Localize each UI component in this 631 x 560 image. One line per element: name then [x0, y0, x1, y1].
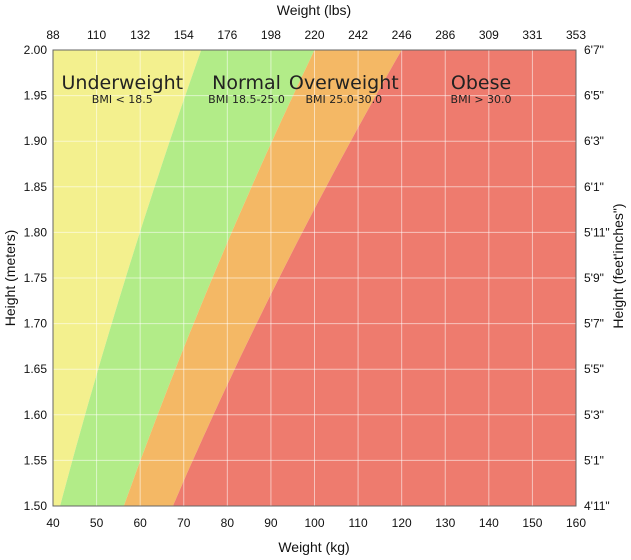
y-tick-label: 1.60 [24, 408, 48, 422]
x-tick-label: 150 [522, 516, 542, 530]
tick-labels: 40 50 60 70 80 90 100 110 120 130 140 150 160 88 110 13… [24, 28, 610, 530]
top-tick-label: 286 [435, 28, 455, 42]
x-tick-label: 70 [177, 516, 191, 530]
zone-range-overweight: BMI 25.0-30.0 [305, 93, 382, 106]
top-tick-label: 246 [392, 28, 412, 42]
zone-range-obese: BMI > 30.0 [451, 93, 512, 106]
y-tick-label: 1.80 [24, 225, 48, 239]
y-tick-label: 2.00 [24, 43, 48, 57]
x-tick-label: 50 [90, 516, 104, 530]
y-tick-label: 1.50 [24, 499, 48, 513]
zone-label-underweight: Underweight [62, 72, 184, 94]
right-tick-label: 6'1" [584, 180, 604, 194]
right-tick-label: 5'11" [584, 225, 610, 239]
x-tick-label: 160 [566, 516, 586, 530]
left-axis-title: Height (meters) [2, 230, 18, 326]
top-tick-label: 331 [522, 28, 542, 42]
right-axis-title: Height (feet'inches") [610, 203, 626, 328]
top-tick-label: 220 [304, 28, 324, 42]
zone-underweight [53, 50, 202, 506]
right-tick-label: 5'3" [584, 408, 604, 422]
right-tick-label: 4'11" [584, 499, 610, 513]
top-tick-label: 309 [479, 28, 499, 42]
top-tick-label: 154 [174, 28, 194, 42]
zone-label-overweight: Overweight [289, 72, 399, 94]
x-tick-label: 130 [435, 516, 455, 530]
top-axis-title: Weight (lbs) [277, 2, 351, 18]
zone-label-normal: Normal [212, 72, 281, 94]
x-tick-label: 140 [479, 516, 499, 530]
x-tick-label: 40 [46, 516, 60, 530]
x-tick-label: 110 [349, 516, 368, 530]
y-tick-label: 1.55 [24, 453, 48, 467]
y-tick-label: 1.70 [24, 317, 48, 331]
bottom-axis-title: Weight (kg) [278, 539, 349, 555]
x-tick-label: 120 [392, 516, 412, 530]
plot-frame [52, 49, 577, 507]
y-tick-label: 1.85 [24, 180, 48, 194]
y-tick-label: 1.75 [24, 271, 48, 285]
top-tick-label: 242 [348, 28, 368, 42]
top-tick-label: 353 [566, 28, 586, 42]
right-tick-label: 5'9" [584, 271, 604, 285]
zone-label-obese: Obese [451, 72, 511, 94]
grid [53, 50, 576, 506]
right-tick-label: 6'7" [584, 43, 604, 57]
y-tick-label: 1.90 [24, 134, 48, 148]
zone-range-normal: BMI 18.5-25.0 [208, 93, 285, 106]
top-tick-label: 198 [261, 28, 281, 42]
top-tick-label: 176 [217, 28, 237, 42]
right-tick-label: 5'5" [584, 362, 604, 376]
right-tick-label: 5'7" [584, 317, 604, 331]
right-tick-label: 6'5" [584, 89, 604, 103]
top-tick-label: 110 [87, 28, 106, 42]
top-tick-label: 88 [46, 28, 60, 42]
y-tick-label: 1.95 [24, 89, 48, 103]
y-tick-label: 1.65 [24, 362, 48, 376]
right-tick-label: 5'1" [584, 453, 604, 467]
x-tick-label: 90 [264, 516, 278, 530]
right-tick-label: 6'3" [584, 134, 604, 148]
x-tick-label: 80 [221, 516, 235, 530]
zone-range-underweight: BMI < 18.5 [92, 93, 153, 106]
x-tick-label: 100 [304, 516, 324, 530]
top-tick-label: 132 [130, 28, 150, 42]
x-tick-label: 60 [133, 516, 147, 530]
